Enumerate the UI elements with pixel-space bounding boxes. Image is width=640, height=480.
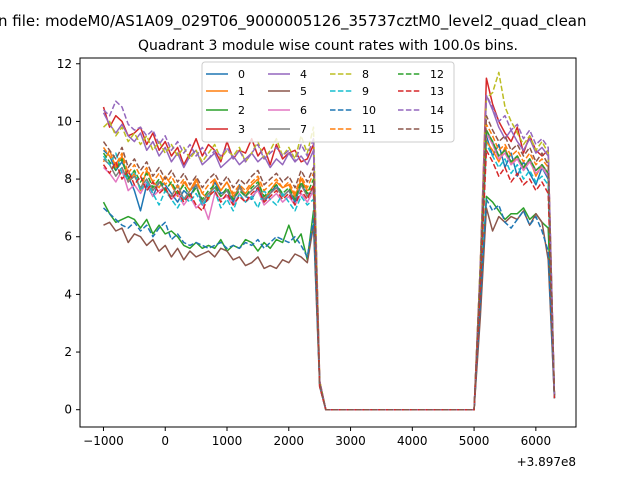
x-tick-label: 0 [161,434,169,448]
x-tick-label: 3000 [335,434,366,448]
chart-title: Quadrant 3 module wise count rates with … [138,38,518,54]
series-line-2 [102,195,556,411]
x-tick-label: 1000 [212,434,243,448]
y-tick-label: 12 [57,57,72,71]
series-line-6 [102,132,556,411]
y-axis: 0 2 4 6 8 10 12 [57,57,80,417]
x-tick-label: 4000 [397,434,428,448]
legend-label-6: 6 [300,104,307,117]
figure-suptitle: n file: modeM0/AS1A09_029T06_9000005126_… [0,12,587,31]
legend-label-13: 13 [430,85,444,98]
series-line-11 [102,123,556,411]
legend-label-0: 0 [238,68,245,81]
legend-label-9: 9 [362,85,369,98]
legend-label-2: 2 [238,104,245,117]
axes-frame [79,57,577,428]
y-tick-label: 2 [64,345,72,359]
legend-label-12: 12 [430,68,444,81]
legend-frame [201,61,455,143]
x-axis: −1000 0 1000 2000 3000 4000 5000 6000 [83,427,551,448]
legend-label-3: 3 [238,123,245,136]
y-tick-label: 6 [64,230,72,244]
y-tick-label: 0 [64,403,72,417]
x-tick-label: 5000 [459,434,490,448]
series-layer [102,71,556,411]
x-tick-label: 6000 [521,434,552,448]
series-line-13 [102,149,556,411]
y-tick-label: 10 [57,114,72,128]
x-tick-label: −1000 [83,434,124,448]
series-line-15 [102,114,556,411]
legend-label-4: 4 [300,68,307,81]
legend-label-5: 5 [300,85,307,98]
series-line-5 [103,207,556,411]
legend-label-7: 7 [300,123,307,136]
y-tick-label: 4 [64,287,72,301]
legend-label-1: 1 [238,85,245,98]
legend-label-10: 10 [362,104,376,117]
plot-area: −1000 0 1000 2000 3000 4000 5000 6000 024681012… [57,57,577,469]
legend-label-11: 11 [362,123,376,136]
legend-label-8: 8 [362,68,369,81]
x-tick-label: 2000 [274,434,305,448]
legend-label-14: 14 [430,104,444,117]
legend-label-15: 15 [430,123,444,136]
y-tick-label: 8 [64,172,72,186]
x-offset-label: +3.897e8 [517,455,576,469]
